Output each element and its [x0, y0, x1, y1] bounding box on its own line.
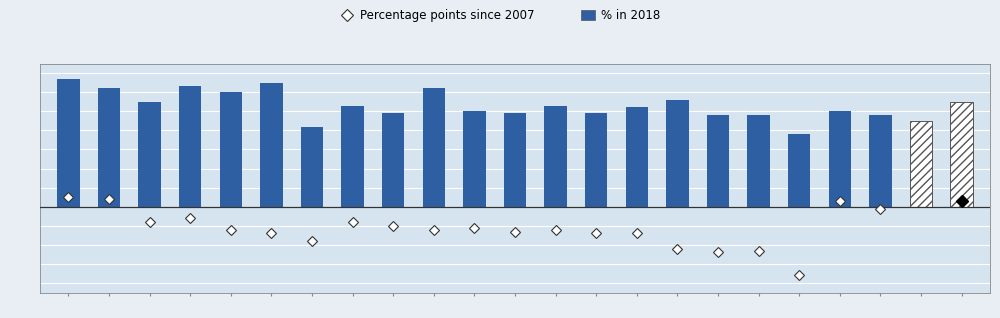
Bar — [341, 106, 364, 207]
Bar — [382, 113, 404, 207]
Bar — [910, 121, 932, 207]
Bar — [829, 111, 851, 207]
Bar — [544, 106, 567, 207]
Legend: Percentage points since 2007, % in 2018: Percentage points since 2007, % in 2018 — [336, 6, 664, 26]
Bar — [707, 115, 729, 207]
Bar — [626, 107, 648, 207]
Bar — [98, 88, 120, 207]
Bar — [950, 102, 973, 207]
Bar — [260, 83, 283, 207]
Bar — [788, 134, 810, 207]
Bar — [138, 102, 161, 207]
Bar — [301, 127, 323, 207]
Bar — [585, 113, 607, 207]
Bar — [504, 113, 526, 207]
Bar — [57, 79, 80, 207]
Bar — [463, 111, 486, 207]
Bar — [423, 88, 445, 207]
Bar — [666, 100, 689, 207]
Bar — [179, 86, 201, 207]
Bar — [869, 115, 892, 207]
Bar — [747, 115, 770, 207]
Bar — [220, 92, 242, 207]
